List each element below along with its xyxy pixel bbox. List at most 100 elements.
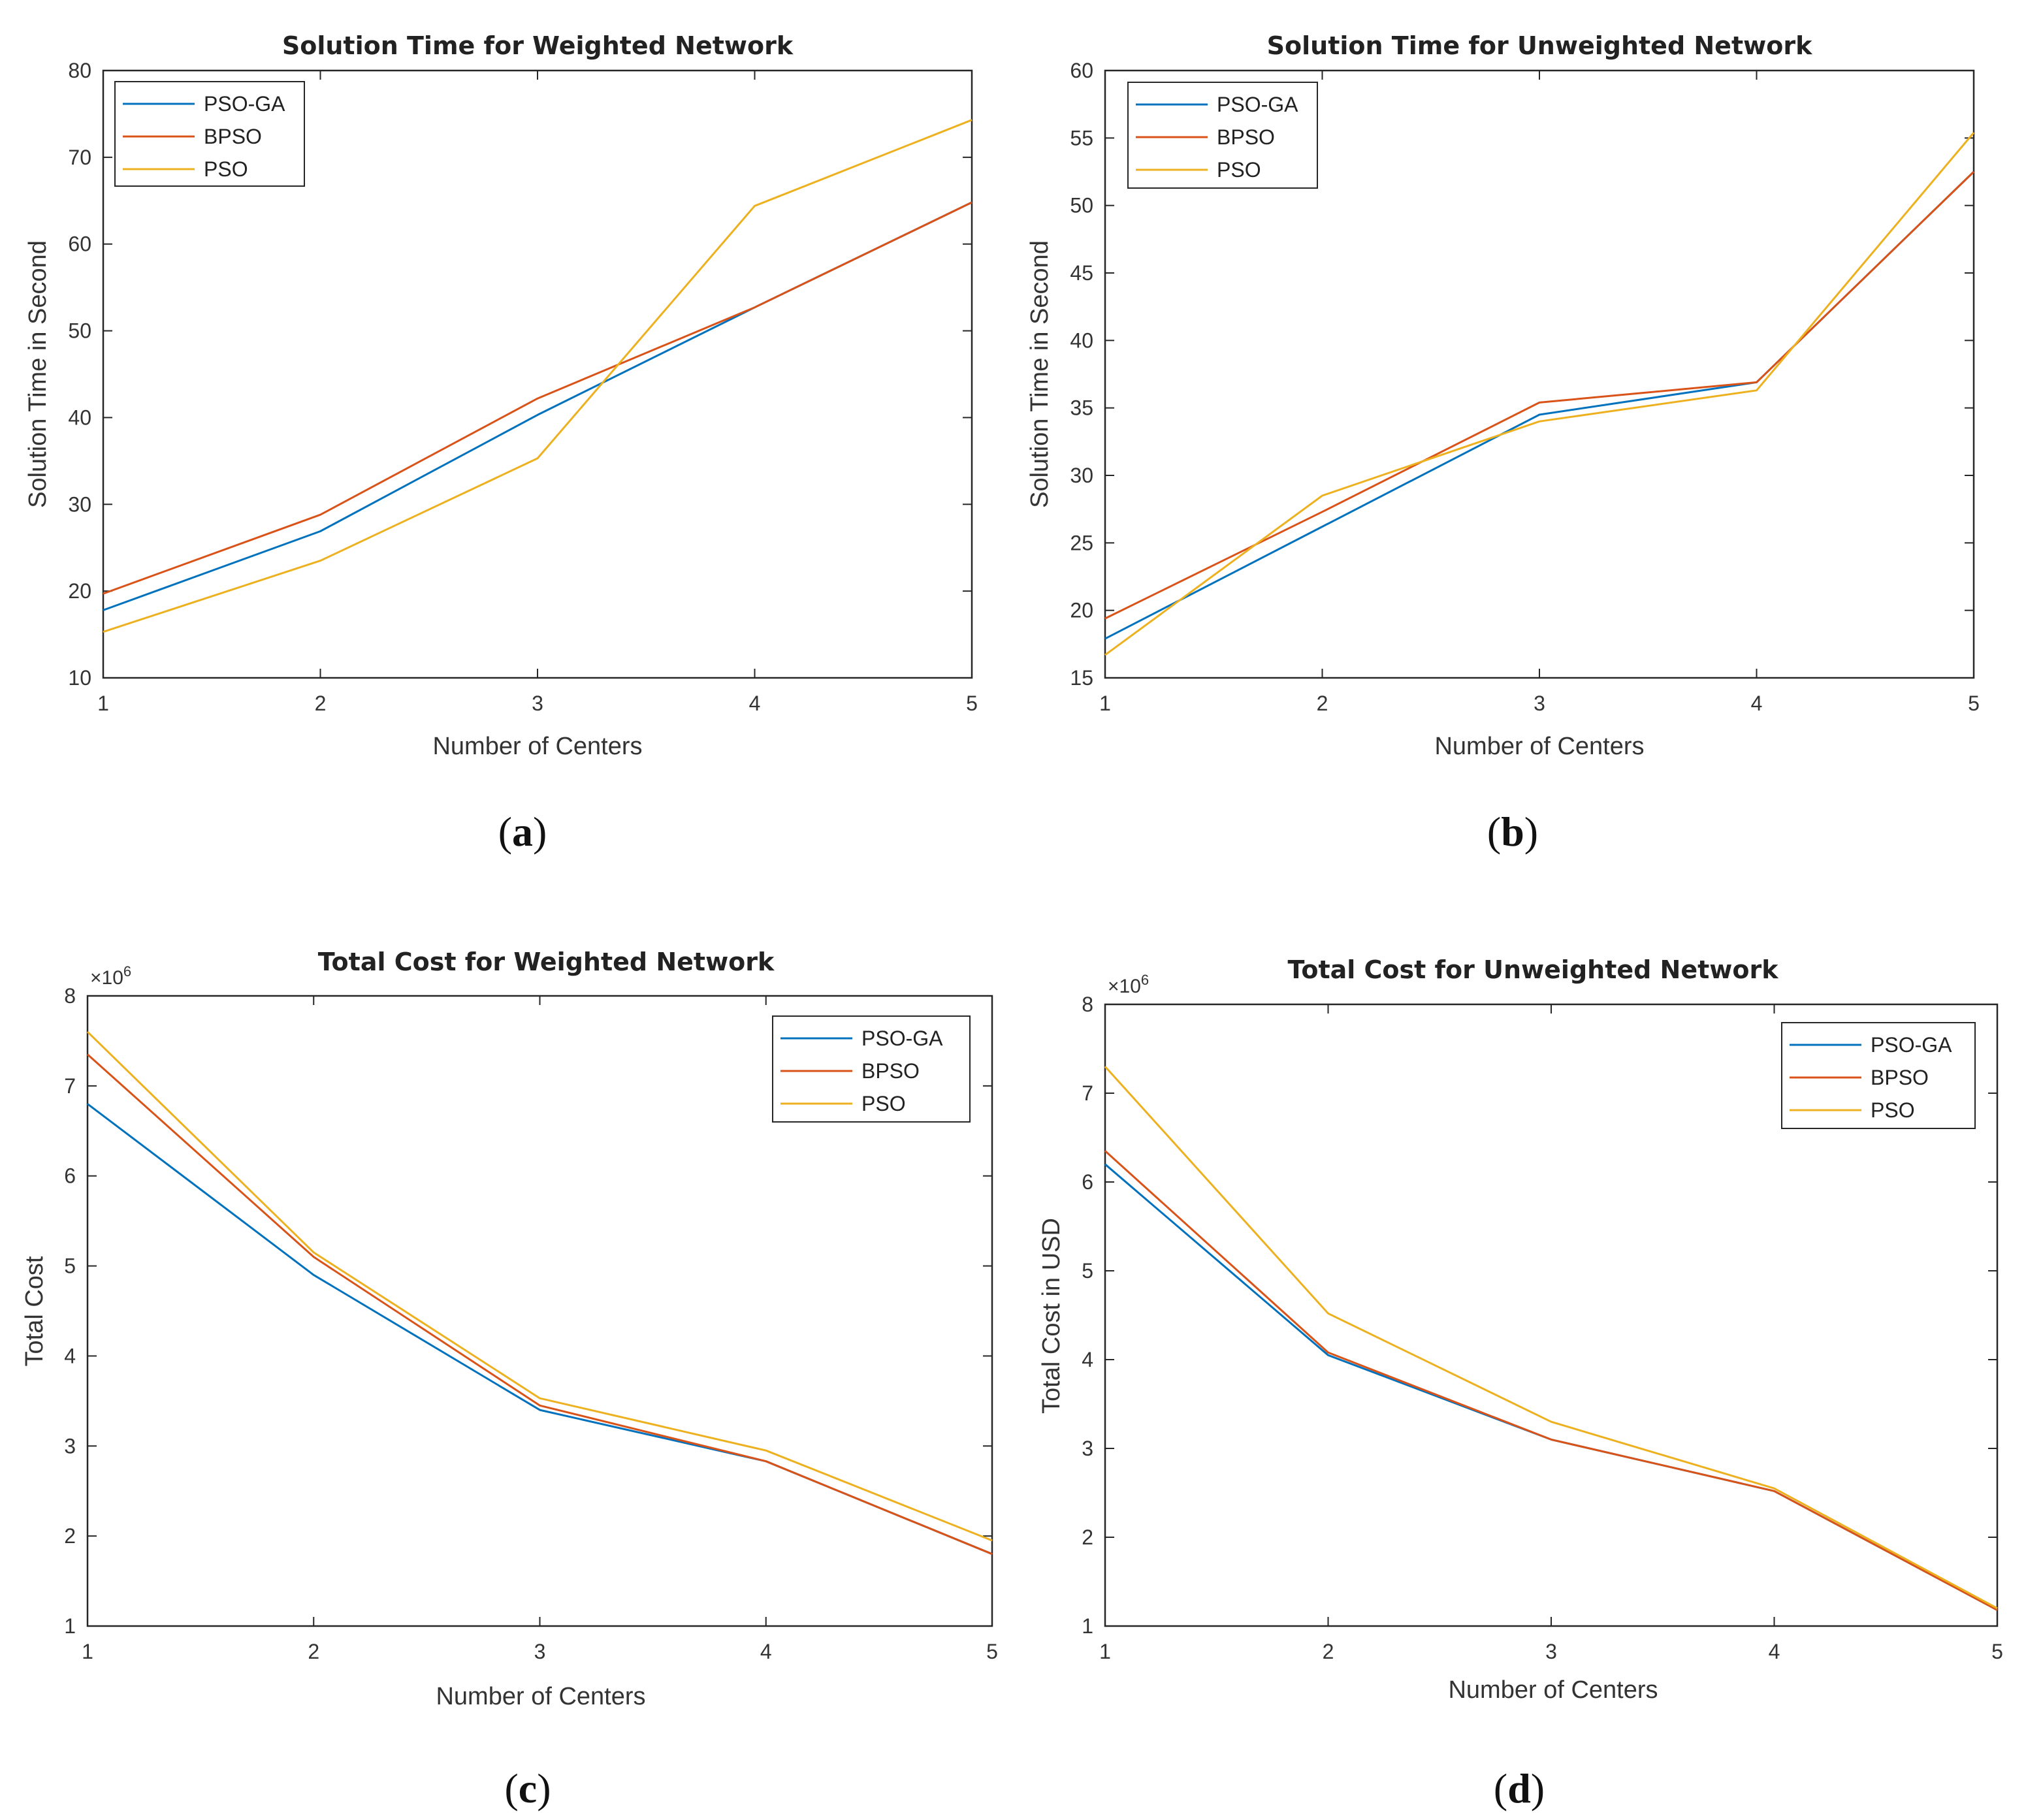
y-tick-label: 7 [1082,1081,1093,1105]
series-line-pso [103,119,973,633]
x-axis-label: Number of Centers [1434,733,1644,760]
legend-box [114,81,305,187]
x-tick-label: 5 [966,692,978,715]
y-tick-label: 2 [1082,1525,1093,1549]
x-tick-label: 4 [1751,692,1763,715]
legend-label-pso: PSO [204,157,248,181]
x-tick-label: 4 [760,1640,772,1663]
x-axis-label: Number of Centers [432,733,642,760]
legend-label-bpso: BPSO [204,125,262,148]
x-axis-label: Number of Centers [436,1683,645,1710]
y-tick-label: 3 [1082,1437,1093,1460]
series-line-bpso [1104,170,1975,620]
chart-title: Total Cost for Unweighted Network [1287,955,1778,984]
y-tick-label: 7 [64,1074,76,1098]
x-tick-label: 1 [1099,692,1111,715]
chart-d: 1 2 3 4 5 1 2 3 4 5 6 7 8 ×106 Total Cost for Unweight… [1038,955,2003,1812]
legend-label-pso: PSO [1871,1098,1915,1122]
y-axis-label: Total Cost in USD [1038,1218,1065,1414]
x-tick-label: 5 [1968,692,1980,715]
y-exponent-label: ×106 [1108,972,1149,997]
x-tick-label: 2 [315,692,327,715]
y-axis-label: Total Cost [21,1256,48,1366]
y-exponent-label: ×106 [90,963,131,989]
y-tick-label: 45 [1070,261,1093,285]
panel-label: (d) [1494,1765,1545,1812]
panel-label: (c) [504,1765,551,1812]
x-tick-label: 1 [1099,1640,1111,1663]
y-tick-label: 3 [64,1434,76,1458]
y-tick-label: 2 [64,1524,76,1548]
legend-label-pso: PSO [861,1092,906,1115]
y-tick-label: 50 [68,319,91,343]
y-tick-label: 4 [64,1344,76,1367]
legend-label-bpso: BPSO [1217,125,1275,149]
x-tick-label: 3 [1534,692,1545,715]
legend-label-pso-ga: PSO-GA [1217,93,1298,116]
y-tick-label: 30 [1070,464,1093,487]
series-line-pso [1104,1066,1998,1610]
y-axis-label: Solution Time in Second [1026,240,1053,508]
y-tick-label: 6 [1082,1170,1093,1194]
x-tick-label: 2 [1317,692,1328,715]
legend-label-pso-ga: PSO-GA [204,92,285,116]
legend-label-pso-ga: PSO-GA [861,1027,943,1050]
y-tick-label: 4 [1082,1348,1093,1371]
x-tick-label: 2 [1323,1640,1334,1663]
x-tick-label: 4 [749,692,761,715]
y-tick-label: 10 [68,666,91,690]
y-tick-label: 40 [68,406,91,429]
y-tick-label: 55 [1070,126,1093,150]
x-tick-label: 5 [1991,1640,2003,1663]
y-tick-label: 5 [64,1254,76,1278]
y-tick-label: 20 [68,579,91,603]
y-tick-label: 8 [64,984,76,1008]
legend-label-pso-ga: PSO-GA [1871,1033,1952,1057]
chart-c: 1 2 3 4 5 1 2 3 4 5 6 7 8 ×106 Total Cost for Weighted… [21,948,998,1812]
y-tick-label: 70 [68,146,91,169]
series-line-pso [1104,132,1975,656]
x-tick-label: 3 [532,692,543,715]
series-line-bpso [1104,1150,1998,1611]
x-tick-label: 3 [534,1640,546,1663]
legend: PSO-GA BPSO PSO [772,1015,971,1123]
y-tick-label: 1 [1082,1614,1093,1638]
series-line-pso [86,1031,993,1542]
legend: PSO-GA BPSO PSO [1781,1022,1976,1129]
chart-title: Solution Time for Weighted Network [282,31,794,60]
chart-a: 1 2 3 4 5 10 20 30 40 50 60 70 80 Solution Time for W… [24,31,978,855]
chart-title: Solution Time for Unweighted Network [1267,31,1812,60]
y-tick-label: 30 [68,492,91,516]
y-axis-label: Solution Time in Second [24,240,52,508]
y-tick-label: 15 [1070,666,1093,690]
x-tick-label: 2 [308,1640,319,1663]
series-line-bpso [86,1053,993,1556]
legend: PSO-GA BPSO PSO [114,81,305,187]
y-tick-label: 1 [64,1614,76,1638]
x-tick-label: 3 [1545,1640,1557,1663]
y-tick-label: 35 [1070,396,1093,420]
y-tick-label: 25 [1070,531,1093,554]
chart-title: Total Cost for Weighted Network [318,948,775,976]
y-tick-label: 8 [1082,993,1093,1016]
y-tick-label: 20 [1070,599,1093,622]
y-tick-label: 60 [68,232,91,256]
panel-label: (b) [1487,808,1538,855]
y-tick-label: 60 [1070,59,1093,82]
legend-label-pso: PSO [1217,158,1261,182]
x-tick-label: 5 [986,1640,998,1663]
y-tick-label: 80 [68,59,91,82]
x-tick-label: 4 [1769,1640,1780,1663]
legend: PSO-GA BPSO PSO [1127,82,1318,189]
y-tick-label: 6 [64,1164,76,1188]
x-axis-label: Number of Centers [1448,1676,1658,1704]
panel-label: (a) [498,808,547,855]
x-tick-label: 1 [82,1640,93,1663]
y-tick-label: 40 [1070,328,1093,352]
legend-label-bpso: BPSO [1871,1066,1929,1089]
series-line-bpso [103,201,973,595]
y-tick-label: 5 [1082,1259,1093,1283]
y-tick-label: 50 [1070,194,1093,217]
